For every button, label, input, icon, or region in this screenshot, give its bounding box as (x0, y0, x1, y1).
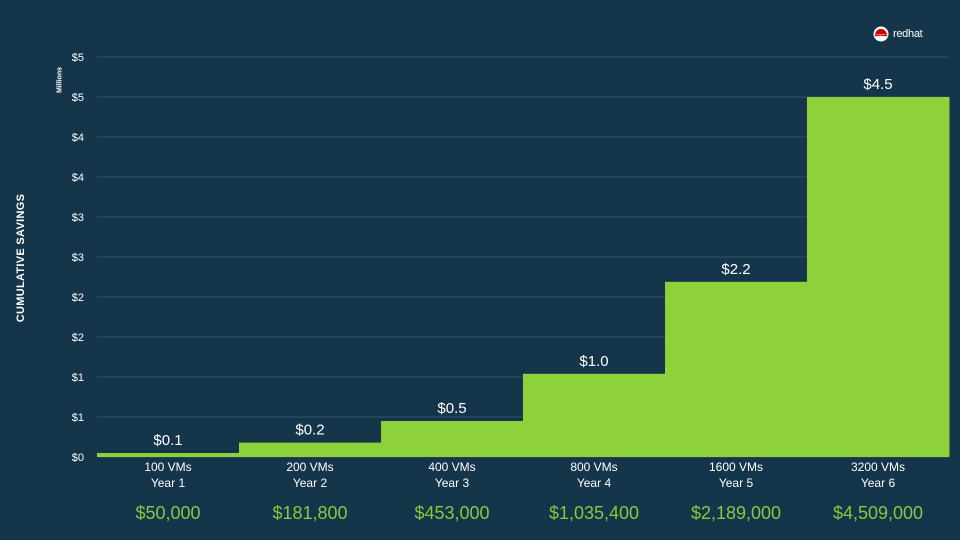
data-label: $4.5 (863, 76, 892, 93)
y-axis-unit: Millions (56, 66, 64, 94)
y-tick-label: $1 (72, 372, 84, 384)
bar (239, 442, 382, 457)
data-label: $0.5 (437, 400, 466, 417)
y-tick-label: $3 (72, 212, 84, 224)
bars (97, 97, 950, 457)
redhat-logo: redhat (872, 26, 923, 42)
y-tick-label: $3 (72, 252, 84, 264)
x-tick-year: Year 2 (293, 476, 328, 490)
total-savings-label: $4,509,000 (832, 503, 924, 523)
total-savings-label: $50,000 (135, 503, 201, 523)
y-tick-label: $2 (72, 292, 84, 304)
total-savings-label: $181,800 (272, 503, 348, 523)
data-label: $0.1 (153, 432, 182, 449)
total-savings-label: $2,189,000 (690, 503, 782, 523)
y-tick-label: $5 (72, 92, 84, 104)
bar (665, 281, 808, 457)
total-savings-label: $453,000 (414, 503, 490, 523)
x-tick-vms: 400 VMs (428, 460, 475, 474)
y-axis-ticks: $0 $1 $1 $2 $2 $3 $3 $4 $4 $5 $5 (72, 52, 84, 464)
y-tick-label: $0 (72, 452, 84, 464)
y-tick-label: $4 (72, 132, 84, 144)
redhat-shadowman-icon (873, 26, 889, 42)
x-tick-year: Year 1 (151, 476, 186, 490)
bar (97, 453, 240, 457)
bar (807, 97, 950, 457)
x-tick-vms: 1600 VMs (709, 460, 763, 474)
y-tick-label: $1 (72, 412, 84, 424)
x-tick-vms: 800 VMs (570, 460, 617, 474)
total-savings-label: $1,035,400 (548, 503, 640, 523)
data-labels: $0.1 $0.2 $0.5 $1.0 $2.2 $4.5 (153, 76, 892, 449)
y-tick-label: $4 (72, 172, 84, 184)
x-tick-vms: 3200 VMs (851, 460, 905, 474)
x-tick-year: Year 6 (861, 476, 896, 490)
data-label: $2.2 (721, 261, 750, 278)
y-tick-label: $2 (72, 332, 84, 344)
bar (523, 373, 666, 457)
y-tick-label: $5 (72, 52, 84, 64)
logo-text: redhat (893, 28, 923, 40)
y-axis-title: CUMULATIVE SAVINGS (15, 193, 27, 323)
x-tick-year: Year 4 (577, 476, 612, 490)
x-tick-vms: 100 VMs (144, 460, 191, 474)
x-axis-ticks: 100 VMs Year 1 200 VMs Year 2 400 VMs Year 3 8… (144, 460, 905, 490)
bar (381, 421, 524, 457)
x-tick-year: Year 5 (719, 476, 754, 490)
totals-row: $50,000 $181,800 $453,000 $1,035,400 $2,189,… (0, 503, 960, 533)
x-tick-year: Year 3 (435, 476, 470, 490)
x-tick-vms: 200 VMs (286, 460, 333, 474)
data-label: $1.0 (579, 353, 608, 370)
data-label: $0.2 (295, 422, 324, 439)
